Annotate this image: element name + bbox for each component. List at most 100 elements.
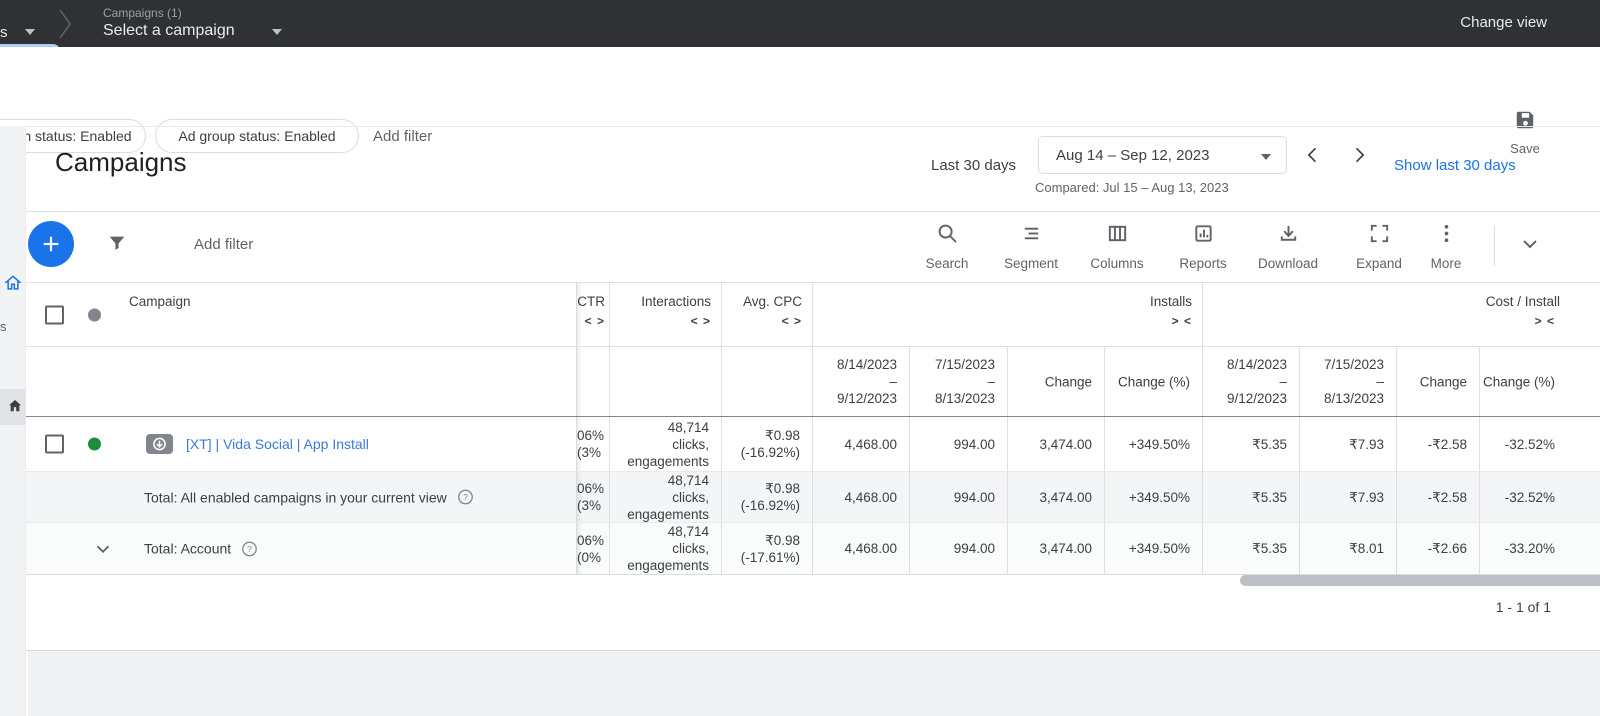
- svg-text:?: ?: [463, 492, 468, 502]
- help-icon[interactable]: ?: [457, 489, 474, 506]
- column-collapse-arrows-icon[interactable]: > <: [1534, 314, 1555, 328]
- home-icon[interactable]: [6, 397, 24, 415]
- status-enabled-dot-icon[interactable]: [88, 437, 101, 451]
- table-row: [XT] | Vida Social | App Install 06% 3%) …: [26, 417, 1600, 472]
- save-button[interactable]: Save: [1503, 109, 1547, 156]
- divider: [26, 211, 1600, 212]
- subheader-empty-cell: [577, 347, 610, 416]
- cost-install-previous-cell: ₹7.93: [1300, 472, 1397, 522]
- column-expand-arrows-icon[interactable]: < >: [584, 314, 605, 328]
- home-icon[interactable]: [3, 273, 23, 293]
- campaign-cell: [XT] | Vida Social | App Install: [26, 417, 577, 471]
- column-expand-arrows-icon[interactable]: < >: [781, 314, 802, 328]
- change-view-button[interactable]: Change view: [1460, 14, 1547, 31]
- ctr-cell: 06% 0%): [577, 523, 610, 574]
- toolbar-item-label: Segment: [1003, 256, 1059, 271]
- subheader-empty-cell: [26, 347, 577, 416]
- column-header-cost-install[interactable]: Cost / Install > <: [1485, 294, 1560, 328]
- avg-cpc-cell: ₹0.98 (-16.92%): [722, 417, 813, 471]
- table-total-row: Total: Account ? 06% 0%) 48,714 clicks, eng…: [26, 523, 1600, 574]
- toolbar-segment-button[interactable]: Segment: [989, 222, 1073, 271]
- installs-current-cell: 4,468.00: [813, 417, 910, 471]
- toolbar-item-label: Expand: [1356, 256, 1402, 271]
- ctr-cell: 06% 3%): [577, 472, 610, 522]
- row-checkbox[interactable]: [45, 434, 64, 454]
- show-last-30-days-link[interactable]: Show last 30 days: [1394, 157, 1516, 174]
- total-label-cell: Total: Account ?: [26, 523, 577, 574]
- chip-label: ign status: Enabled: [12, 128, 132, 144]
- divider: [26, 650, 1600, 651]
- installs-change-cell: 3,474.00: [1008, 523, 1105, 574]
- svg-text:?: ?: [247, 544, 252, 554]
- select-all-checkbox[interactable]: [45, 305, 64, 324]
- pagination-label: 1 - 1 of 1: [1495, 599, 1551, 615]
- campaign-selector[interactable]: Select a campaign: [103, 22, 235, 39]
- column-header-ctr[interactable]: CTR < >: [577, 283, 610, 346]
- installs-change-pct-cell: +349.50%: [1105, 417, 1203, 471]
- subheader-installs-change[interactable]: Change: [1008, 347, 1105, 416]
- filter-funnel-icon[interactable]: [106, 232, 128, 254]
- breadcrumb-separator-icon: [54, 6, 76, 42]
- column-collapse-arrows-icon[interactable]: > <: [1171, 314, 1192, 328]
- chevron-down-icon[interactable]: [25, 29, 35, 35]
- collapse-toolbar-chevron-icon[interactable]: [1518, 232, 1542, 256]
- subheader-cost-previous-period[interactable]: 7/15/2023–8/13/2023: [1300, 347, 1397, 416]
- campaign-name-link[interactable]: [XT] | Vida Social | App Install: [186, 436, 369, 452]
- subheader-installs-previous-period[interactable]: 7/15/2023–8/13/2023: [910, 347, 1008, 416]
- toolbar-reports-button[interactable]: Reports: [1161, 222, 1245, 271]
- cost-install-previous-cell: ₹7.93: [1300, 417, 1397, 471]
- subheader-cost-change-pct[interactable]: Change (%): [1482, 374, 1555, 389]
- subheader-cost-current-period[interactable]: 8/14/2023–9/12/2023: [1203, 347, 1300, 416]
- toolbar-search-button[interactable]: Search: [905, 222, 989, 271]
- horizontal-scrollbar-thumb[interactable]: [1240, 575, 1600, 586]
- installs-previous-cell: 994.00: [910, 417, 1008, 471]
- installs-current-cell: 4,468.00: [813, 472, 910, 522]
- next-section-background: [28, 652, 1600, 716]
- toolbar-more-button[interactable]: More: [1404, 222, 1488, 271]
- subheader-installs-change-pct[interactable]: Change (%): [1105, 347, 1203, 416]
- cost-install-current-cell: ₹5.35: [1203, 523, 1300, 574]
- total-label-cell: Total: All enabled campaigns in your cur…: [26, 472, 577, 522]
- cost-install-previous-cell: ₹8.01: [1300, 523, 1397, 574]
- subheader-installs-current-period[interactable]: 8/14/2023–9/12/2023: [813, 347, 910, 416]
- toolbar-columns-button[interactable]: Columns: [1075, 222, 1159, 271]
- cost-install-change-cell: -₹2.58: [1397, 417, 1480, 471]
- toolbar-item-label: Search: [925, 256, 969, 271]
- add-filter-button[interactable]: Add filter: [194, 236, 254, 253]
- installs-change-cell: 3,474.00: [1008, 417, 1105, 471]
- nav-cut-label: s: [0, 319, 7, 334]
- status-dot-icon: [88, 308, 101, 321]
- columns-icon: [1106, 222, 1129, 245]
- save-icon: [1514, 109, 1536, 131]
- add-filter-button[interactable]: Add filter: [373, 128, 433, 145]
- column-header-installs[interactable]: Installs > <: [813, 283, 1203, 346]
- more-vertical-icon: [1435, 222, 1458, 245]
- toolbar-expand-button[interactable]: Expand: [1337, 222, 1421, 271]
- column-expand-arrows-icon[interactable]: < >: [690, 314, 711, 328]
- page-title: Campaigns: [55, 147, 187, 177]
- cost-install-change-pct-cell: -32.52%: [1504, 489, 1555, 505]
- column-header-avg-cpc[interactable]: Avg. CPC < >: [722, 283, 813, 346]
- help-icon[interactable]: ?: [241, 540, 258, 557]
- date-range-picker[interactable]: Aug 14 – Sep 12, 2023: [1038, 136, 1287, 174]
- add-campaign-button[interactable]: [28, 221, 74, 267]
- save-label: Save: [1510, 141, 1540, 156]
- next-period-button[interactable]: [1344, 139, 1374, 171]
- column-header-campaign[interactable]: Campaign: [129, 294, 191, 309]
- filter-bar: ign status: Enabled Ad group status: Ena…: [0, 47, 1600, 156]
- expand-row-chevron-icon[interactable]: [92, 538, 114, 560]
- left-nav-sliver: s: [0, 126, 26, 716]
- cost-install-current-cell: ₹5.35: [1203, 417, 1300, 471]
- subheader-empty-cell: [610, 347, 722, 416]
- previous-period-button[interactable]: [1298, 139, 1328, 171]
- subheader-cost-change[interactable]: Change: [1397, 347, 1480, 416]
- chevron-down-icon[interactable]: [272, 29, 282, 35]
- installs-previous-cell: 994.00: [910, 523, 1008, 574]
- subheader-empty-cell: [722, 347, 813, 416]
- ad-group-status-filter-chip[interactable]: Ad group status: Enabled: [155, 119, 359, 153]
- divider: [26, 574, 1600, 575]
- toolbar-download-button[interactable]: Download: [1246, 222, 1330, 271]
- column-header-interactions[interactable]: Interactions < >: [610, 283, 722, 346]
- installs-change-pct-cell: +349.50%: [1105, 472, 1203, 522]
- total-label: Total: All enabled campaigns in your cur…: [144, 489, 447, 505]
